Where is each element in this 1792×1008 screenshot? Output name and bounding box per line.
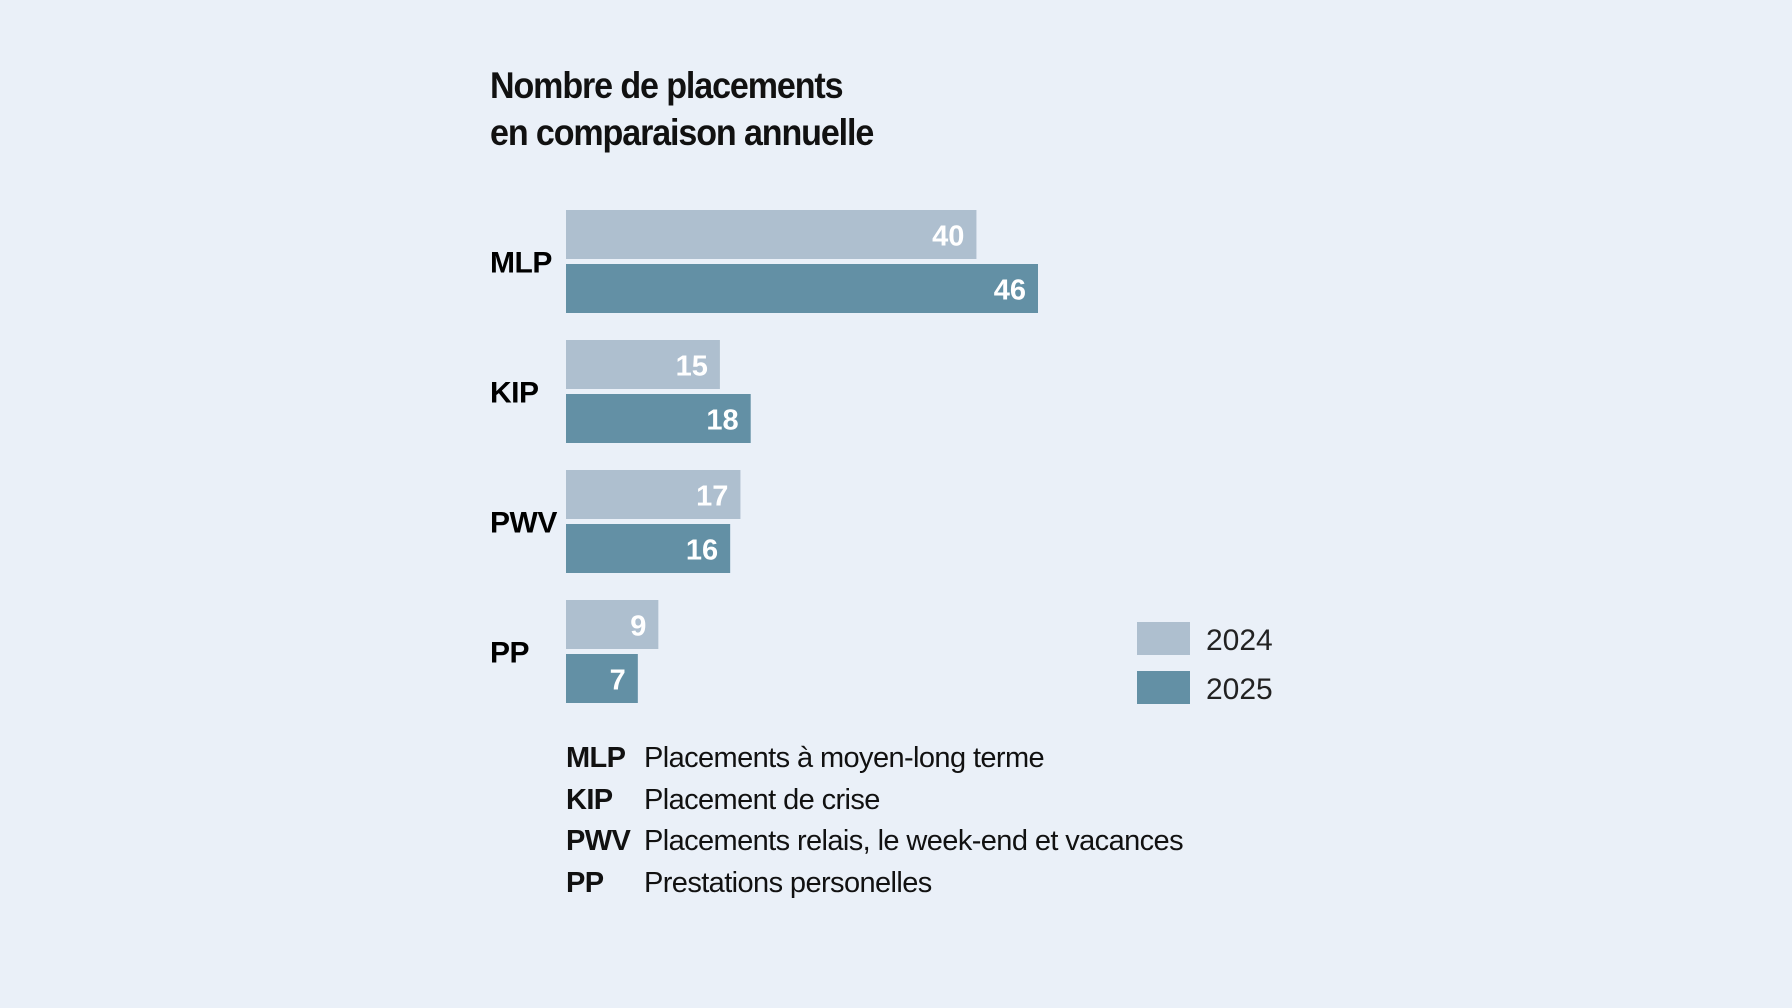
legend-label: 2025: [1206, 673, 1273, 706]
glossary-text: Placement de crise: [644, 783, 880, 816]
legend-label: 2024: [1206, 624, 1273, 657]
bar-kip-2025: [566, 394, 751, 443]
bar-pwv-2025: [566, 524, 731, 573]
bar-pp-2024: [566, 600, 659, 649]
legend-swatch-2025: [1137, 671, 1190, 704]
bar-mlp-2024: [566, 210, 977, 259]
glossary-row: MLP Placements à moyen-long terme: [566, 738, 1183, 780]
bar-pp-2025: [566, 654, 638, 703]
glossary-abbr: MLP: [566, 742, 626, 774]
chart-title-line-2: en comparaison annuelle: [490, 112, 874, 153]
glossary-text: Placements à moyen-long terme: [644, 742, 1045, 774]
data-label: 15: [676, 351, 708, 383]
legend-swatch-2024: [1137, 622, 1190, 655]
category-label: PWV: [490, 507, 557, 540]
glossary-abbr: KIP: [566, 783, 613, 816]
glossary-row: PWV Placements relais, le week-end et vac…: [566, 821, 1184, 863]
data-label: 40: [932, 221, 964, 253]
bar-pwv-2024: [566, 470, 741, 519]
glossary-text: Placements relais, le week-end et vacanc…: [644, 825, 1184, 857]
chart-title-line-1: Nombre de placements: [490, 65, 844, 106]
glossary-row: PP Prestations personelles: [566, 863, 1183, 905]
data-label: 9: [630, 611, 646, 643]
bar-kip-2024: [566, 340, 720, 389]
data-label: 18: [706, 405, 738, 437]
glossary-abbr: PP: [566, 866, 604, 899]
glossary-abbr: PWV: [566, 825, 631, 857]
data-label: 17: [696, 481, 728, 513]
glossary: MLP Placements à moyen-long terme KIP Plac…: [566, 738, 1184, 905]
bar-mlp-2025: [566, 264, 1038, 313]
data-label: 46: [994, 275, 1026, 307]
data-label: 16: [686, 535, 718, 567]
category-label: KIP: [490, 377, 539, 410]
data-label: 7: [610, 665, 626, 697]
category-label: PP: [490, 637, 529, 670]
glossary-row: KIP Placement de crise: [566, 780, 1183, 822]
chart-title: Nombre de placements en comparaison annu…: [490, 62, 874, 156]
category-label: MLP: [490, 247, 552, 280]
glossary-text: Prestations personelles: [644, 866, 932, 899]
